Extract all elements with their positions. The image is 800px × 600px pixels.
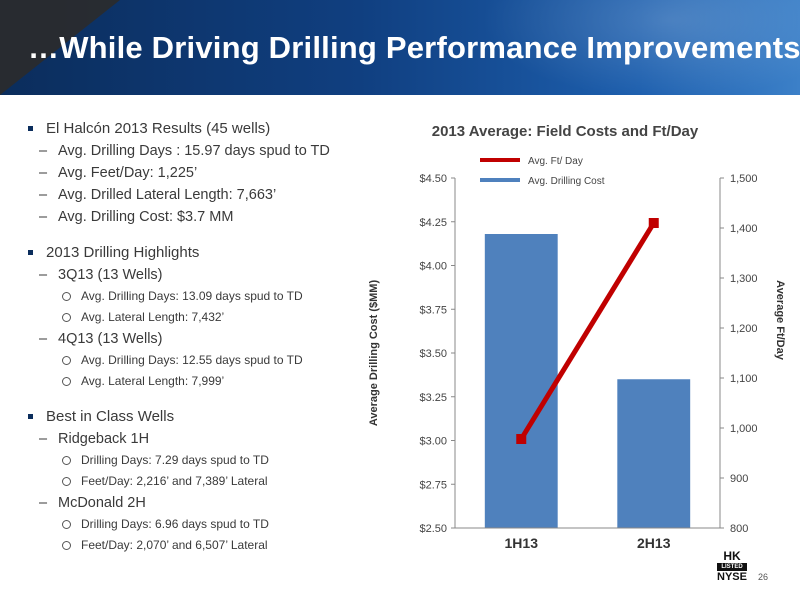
nyse-listed-logo: HK LISTED NYSE — [714, 550, 750, 583]
page-title: …While Driving Drilling Performance Impr… — [28, 30, 800, 65]
sub-sub-bullet: Feet/Day: 2,070’ and 6,507’ Lateral — [26, 535, 366, 556]
y-tick-label: $3.50 — [419, 348, 447, 360]
bullet-best-in-class: Best in Class Wells — [26, 406, 366, 428]
legend-label-drilling-cost: Avg. Drilling Cost — [528, 176, 605, 187]
header-gloss — [480, 0, 800, 95]
x-tick-label: 2H13 — [637, 535, 671, 551]
y2-tick-label: 1,400 — [730, 223, 758, 235]
page-number: 26 — [758, 572, 769, 582]
bar-1h13 — [484, 234, 558, 528]
y2-axis-label: Average Ft/Day — [774, 280, 786, 361]
x-tick-label: 1H13 — [505, 535, 539, 551]
bar-2h13 — [617, 379, 691, 528]
sub-sub-bullet: Drilling Days: 6.96 days spud to TD — [26, 514, 366, 535]
sub-bullet: Avg. Drilling Cost: $3.7 MM — [26, 206, 366, 228]
bullet-el-halcon: El Halcón 2013 Results (45 wells) — [26, 118, 366, 140]
legend-label-ft-day: Avg. Ft/ Day — [528, 156, 583, 167]
chart-legend: Avg. Ft/ Day Avg. Drilling Cost — [480, 156, 605, 187]
y2-tick-label: 900 — [730, 473, 748, 485]
line-avg-ft-day — [519, 221, 656, 441]
logo-nyse-text: NYSE — [717, 571, 747, 583]
y-tick-label: $4.50 — [419, 173, 447, 185]
y2-tick-label: 1,200 — [730, 323, 758, 335]
sub-sub-bullet: Avg. Drilling Days: 12.55 days spud to T… — [26, 350, 366, 371]
bullet-list: El Halcón 2013 Results (45 wells) Avg. D… — [26, 118, 366, 556]
chart-title: 2013 Average: Field Costs and Ft/Day — [432, 123, 699, 140]
y-tick-label: $4.00 — [419, 261, 447, 273]
cost-ftday-chart: 2013 Average: Field Costs and Ft/Day Avg… — [350, 110, 800, 570]
y2-tick-label: 1,300 — [730, 273, 758, 285]
sub-sub-bullet: Avg. Drilling Days: 13.09 days spud to T… — [26, 286, 366, 307]
y2-tick-label: 800 — [730, 523, 748, 535]
y-tick-label: $2.75 — [419, 479, 447, 491]
sub-sub-bullet: Feet/Day: 2,216’ and 7,389’ Lateral — [26, 471, 366, 492]
header-dark-accent — [0, 0, 120, 95]
sub-sub-bullet: Avg. Lateral Length: 7,432’ — [26, 307, 366, 328]
sub-bullet: Avg. Drilled Lateral Length: 7,663’ — [26, 184, 366, 206]
sub-bullet: Avg. Feet/Day: 1,225’ — [26, 162, 366, 184]
line-point-1h13 — [516, 434, 527, 444]
y2-tick-label: 1,500 — [730, 173, 758, 185]
y-tick-label: $3.25 — [419, 392, 447, 404]
y-tick-label: $2.50 — [419, 523, 447, 535]
logo-listed-text: LISTED — [717, 563, 747, 571]
bullet-2013-highlights: 2013 Drilling Highlights — [26, 242, 366, 264]
sub-sub-bullet: Avg. Lateral Length: 7,999’ — [26, 371, 366, 392]
y-tick-label: $3.75 — [419, 304, 447, 316]
sub-bullet: Avg. Drilling Days : 15.97 days spud to … — [26, 140, 366, 162]
y2-tick-label: 1,100 — [730, 373, 758, 385]
sub-bullet: Ridgeback 1H — [26, 428, 366, 450]
sub-bullet: 4Q13 (13 Wells) — [26, 328, 366, 350]
sub-sub-bullet: Drilling Days: 7.29 days spud to TD — [26, 450, 366, 471]
sub-bullet: McDonald 2H — [26, 492, 366, 514]
y-tick-label: $4.25 — [419, 217, 447, 229]
header-banner: …While Driving Drilling Performance Impr… — [0, 0, 800, 95]
chart-svg: 2013 Average: Field Costs and Ft/Day Avg… — [368, 123, 786, 551]
y-tick-label: $3.00 — [419, 436, 447, 448]
line-point-2h13 — [648, 218, 659, 228]
y-axis-label: Average Drilling Cost ($MM) — [368, 280, 380, 427]
y2-tick-label: 1,000 — [730, 423, 758, 435]
sub-bullet: 3Q13 (13 Wells) — [26, 264, 366, 286]
logo-hk-text: HK — [723, 549, 741, 563]
